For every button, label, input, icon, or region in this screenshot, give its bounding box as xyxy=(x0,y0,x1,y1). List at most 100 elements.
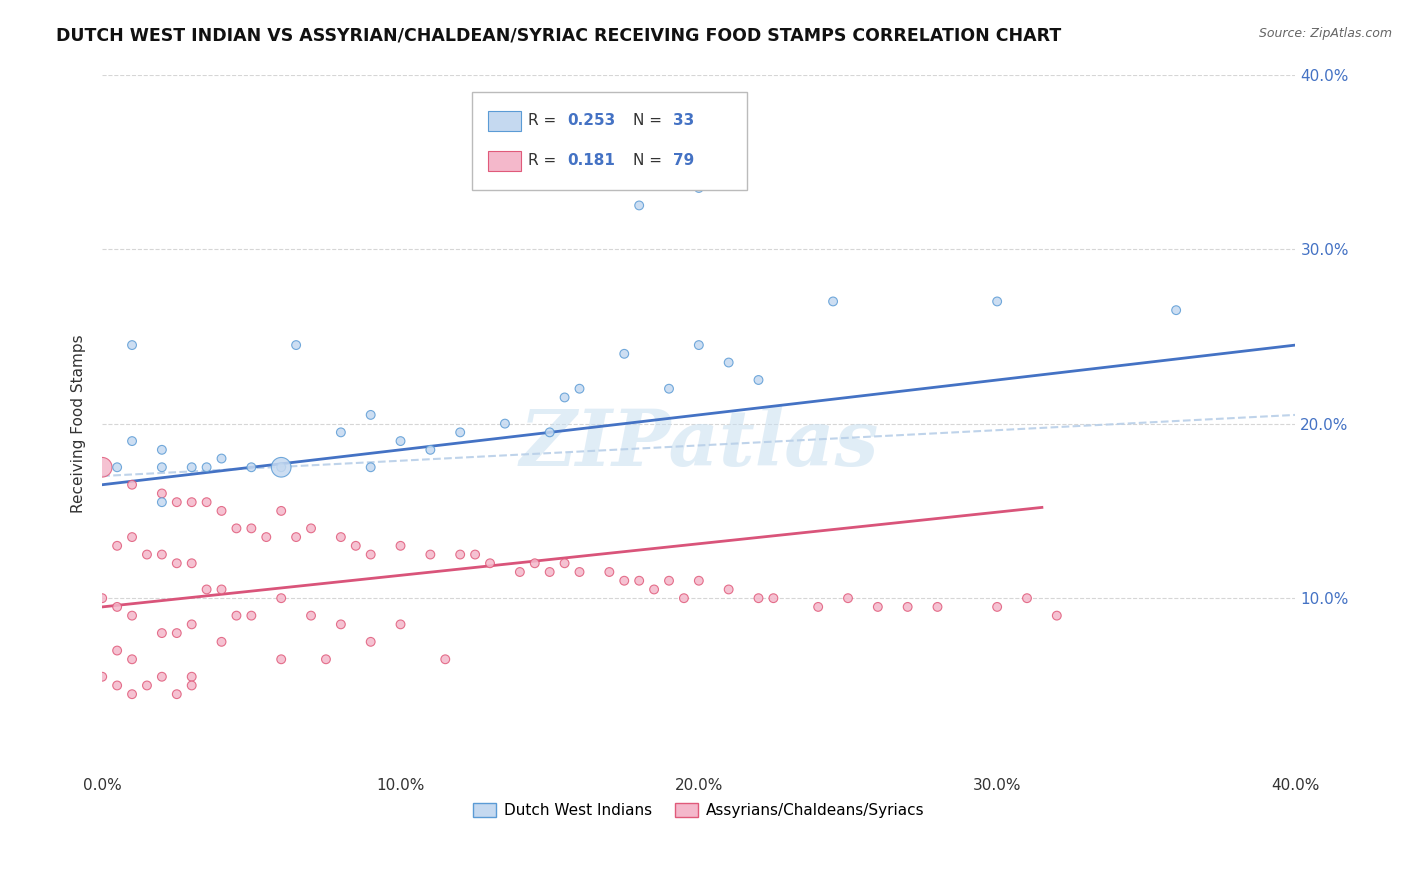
Point xyxy=(150,460,173,475)
Point xyxy=(464,548,486,562)
Point xyxy=(389,539,412,553)
Point xyxy=(195,582,218,597)
Point xyxy=(866,599,889,614)
Point xyxy=(150,486,173,500)
Point xyxy=(91,460,114,475)
Point xyxy=(285,530,308,544)
Point xyxy=(1015,591,1038,606)
Point xyxy=(479,556,502,570)
Text: N =: N = xyxy=(633,153,666,169)
Y-axis label: Receiving Food Stamps: Receiving Food Stamps xyxy=(72,334,86,513)
Point xyxy=(434,652,457,666)
Point xyxy=(419,442,441,457)
Text: N =: N = xyxy=(633,113,666,128)
Point xyxy=(211,635,233,649)
Point xyxy=(166,626,188,640)
Point xyxy=(315,652,337,666)
Point xyxy=(598,565,620,579)
Point xyxy=(180,678,202,692)
Point xyxy=(299,608,322,623)
Point xyxy=(180,556,202,570)
Point xyxy=(344,539,367,553)
Text: 79: 79 xyxy=(672,153,693,169)
Point xyxy=(105,678,128,692)
Point xyxy=(568,565,591,579)
Point xyxy=(329,530,352,544)
FancyBboxPatch shape xyxy=(488,151,522,170)
Point xyxy=(150,495,173,509)
Point xyxy=(613,574,636,588)
Text: ZIPatlas: ZIPatlas xyxy=(519,407,879,483)
Point xyxy=(1046,608,1069,623)
Point xyxy=(270,591,292,606)
Point xyxy=(240,608,263,623)
Point xyxy=(897,599,920,614)
Point xyxy=(837,591,859,606)
Text: 0.253: 0.253 xyxy=(568,113,616,128)
Point xyxy=(554,391,576,405)
Point xyxy=(658,382,681,396)
Point xyxy=(270,652,292,666)
Point xyxy=(136,548,159,562)
Point xyxy=(136,678,159,692)
Point xyxy=(211,582,233,597)
FancyBboxPatch shape xyxy=(488,111,522,131)
Point xyxy=(211,451,233,466)
Point xyxy=(823,294,845,309)
Point xyxy=(628,198,651,212)
Point xyxy=(807,599,830,614)
Point xyxy=(121,687,143,701)
Text: Source: ZipAtlas.com: Source: ZipAtlas.com xyxy=(1258,27,1392,40)
Point xyxy=(360,548,382,562)
Point xyxy=(180,460,202,475)
Point xyxy=(329,617,352,632)
Point xyxy=(688,338,710,352)
Point xyxy=(986,599,1008,614)
Point xyxy=(270,460,292,475)
Point xyxy=(329,425,352,440)
Point xyxy=(121,608,143,623)
Point xyxy=(285,338,308,352)
Point xyxy=(717,355,740,369)
Point xyxy=(762,591,785,606)
Point xyxy=(360,460,382,475)
Point xyxy=(91,591,114,606)
Point xyxy=(150,670,173,684)
Point xyxy=(195,495,218,509)
Point xyxy=(717,582,740,597)
Point xyxy=(270,504,292,518)
Point xyxy=(105,643,128,657)
Point xyxy=(672,591,695,606)
Text: 0.181: 0.181 xyxy=(568,153,616,169)
Point xyxy=(360,635,382,649)
Point xyxy=(225,608,247,623)
Point xyxy=(240,521,263,535)
Point xyxy=(419,548,441,562)
Point xyxy=(121,477,143,491)
Point xyxy=(747,373,769,387)
Point xyxy=(105,539,128,553)
Point xyxy=(91,670,114,684)
Point xyxy=(554,556,576,570)
Point xyxy=(166,687,188,701)
Text: 33: 33 xyxy=(672,113,693,128)
Point xyxy=(613,347,636,361)
Point xyxy=(538,565,561,579)
Point xyxy=(747,591,769,606)
Point xyxy=(523,556,546,570)
Point xyxy=(299,521,322,535)
Text: DUTCH WEST INDIAN VS ASSYRIAN/CHALDEAN/SYRIAC RECEIVING FOOD STAMPS CORRELATION : DUTCH WEST INDIAN VS ASSYRIAN/CHALDEAN/S… xyxy=(56,27,1062,45)
Point xyxy=(121,434,143,448)
Point xyxy=(166,556,188,570)
Point xyxy=(509,565,531,579)
Point xyxy=(180,670,202,684)
Point xyxy=(180,617,202,632)
Point xyxy=(150,626,173,640)
Point xyxy=(121,338,143,352)
Point xyxy=(105,460,128,475)
Point xyxy=(121,530,143,544)
Point xyxy=(688,574,710,588)
Point xyxy=(121,652,143,666)
Text: R =: R = xyxy=(529,113,561,128)
Point xyxy=(211,504,233,518)
